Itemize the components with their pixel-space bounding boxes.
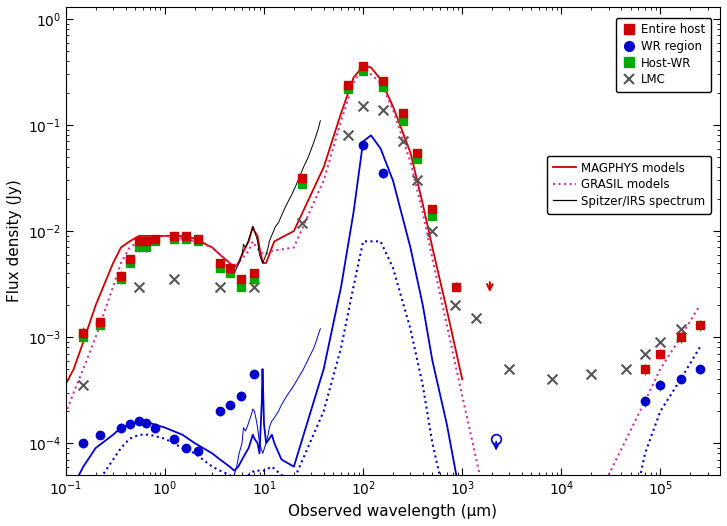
LMC: [585, 370, 597, 378]
LMC: [546, 375, 558, 383]
LMC: [411, 176, 423, 185]
LMC: [504, 365, 515, 373]
LMC: [133, 282, 145, 291]
LMC: [342, 131, 353, 139]
LMC: [427, 227, 438, 235]
LMC: [377, 105, 389, 114]
LMC: [78, 381, 89, 390]
LMC: [214, 282, 226, 291]
LMC: [620, 365, 632, 373]
LMC: [654, 338, 666, 346]
LMC: [296, 218, 308, 227]
Y-axis label: Flux density (Jy): Flux density (Jy): [7, 179, 22, 302]
LMC: [675, 325, 686, 333]
Legend: MAGPHYS models, GRASIL models, Spitzer/IRS spectrum: MAGPHYS models, GRASIL models, Spitzer/I…: [547, 156, 711, 214]
LMC: [357, 102, 369, 110]
LMC: [397, 137, 409, 146]
LMC: [249, 282, 260, 291]
LMC: [449, 301, 461, 309]
LMC: [470, 314, 482, 322]
LMC: [168, 275, 180, 284]
X-axis label: Observed wavelength (μm): Observed wavelength (μm): [289, 504, 497, 519]
LMC: [639, 349, 651, 358]
